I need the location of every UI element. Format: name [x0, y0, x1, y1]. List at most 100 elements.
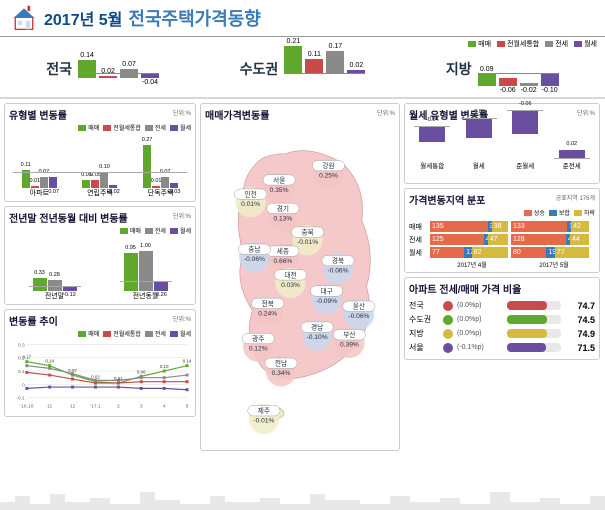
dist-label: 전세	[409, 235, 427, 245]
bar-value: 0.95	[125, 245, 136, 251]
legend-item-sale: 매매	[120, 226, 141, 235]
svg-text:제주: 제주	[258, 407, 270, 415]
bar-rent_combined: 0.02	[99, 52, 117, 78]
svg-text:0.13%: 0.13%	[273, 215, 292, 222]
bar-rent_combined: -0.06	[499, 52, 517, 86]
dist-label: 월세	[409, 248, 427, 258]
wolse-bar: -0.04 월세통합	[414, 108, 450, 170]
unit-label: 단위:%	[173, 211, 191, 220]
ratio-dot-icon	[443, 329, 453, 339]
svg-text:0.12%: 0.12%	[249, 345, 268, 352]
ratio-track	[507, 301, 561, 310]
category-label: 준전세	[554, 160, 590, 170]
bar-sale: 0.95	[124, 253, 138, 291]
svg-text:0.14: 0.14	[45, 359, 54, 364]
svg-text:0.03%: 0.03%	[281, 282, 300, 289]
legend-label: 월세	[584, 39, 597, 49]
ratio-value: 74.5	[565, 315, 595, 325]
svg-text:울산: 울산	[353, 302, 365, 311]
svg-text:0.34%: 0.34%	[272, 370, 291, 377]
bar-wolse: 0.02	[347, 47, 365, 73]
bar-value: -0.04	[142, 79, 158, 86]
svg-text:대전: 대전	[284, 270, 296, 279]
dist-bar: 80 19 77	[511, 247, 589, 258]
svg-text:서울: 서울	[273, 175, 285, 184]
svg-text:0.3: 0.3	[18, 342, 25, 348]
trend-chart: 0.30.20.10-0.1'16.101112'17.123450.170.1…	[9, 338, 191, 410]
bar-sale: 0.21	[284, 47, 302, 73]
skyline-decoration	[0, 490, 605, 510]
unit-label: 단위:%	[173, 108, 191, 117]
bar-jeonse: 1.00	[139, 251, 153, 291]
legend-item-sale: 매매	[78, 123, 99, 132]
ratio-dot-icon	[443, 343, 453, 353]
bar-value: 0.01	[151, 178, 162, 184]
panel-title: 아파트 전세/매매 가격 비율	[409, 285, 521, 296]
ratio-label: 지방	[409, 328, 439, 339]
header-title: 전국주택가격동향	[128, 5, 260, 31]
ratio-row: 전국 (0.0%p) 74.7	[409, 300, 595, 311]
bar-jeonse: 0.07	[40, 177, 48, 188]
svg-text:-0.01%: -0.01%	[253, 418, 274, 425]
legend-item-wolse: 월세	[170, 123, 191, 132]
legend-item-rent_combined: 전월세통합	[103, 123, 141, 132]
svg-text:전남: 전남	[275, 359, 287, 368]
svg-text:경남: 경남	[311, 323, 323, 332]
unit-label: 단위:%	[577, 108, 595, 117]
ratio-pp: (0.0%p)	[457, 302, 503, 309]
category-label: 전년동월	[133, 291, 159, 301]
ratio-value: 74.7	[565, 301, 595, 311]
svg-text:0.1: 0.1	[18, 369, 25, 375]
ratio-row: 수도권 (0.0%p) 74.5	[409, 314, 595, 325]
wolse-bar: -0.05 월세	[461, 100, 497, 170]
panel-yoy: 전년말 전년동월 대비 변동률 단위:% 매매전세월세 0.33 0.28 -0…	[4, 206, 196, 305]
dist-label: 매매	[409, 222, 427, 232]
dist-bar: 133 1 42	[511, 221, 589, 232]
svg-text:'17.1: '17.1	[90, 404, 101, 410]
legend-item-jeonse: 전세	[145, 123, 166, 132]
korea-map: 강원 0.25% 서울 0.35% 인천 0.01% 경기 0.13% 충북 -…	[205, 122, 395, 442]
bar-wolse: -0.10	[541, 47, 559, 86]
ratio-track	[507, 329, 561, 338]
svg-text:12: 12	[70, 404, 76, 410]
svg-text:세종: 세종	[277, 247, 289, 256]
dist-row: 매매 135 3 38 133 1 42	[409, 221, 595, 232]
bar-jeonse: -0.02	[520, 57, 538, 86]
svg-text:0.02: 0.02	[91, 375, 100, 380]
bar-rent_combined: 0.05	[91, 180, 99, 188]
bar-jeonse: 0.10	[100, 172, 108, 188]
category-group: 0.95 1.00 -0.26 전년동월	[124, 239, 168, 291]
header: 2017년 5월 전국주택가격동향	[0, 0, 605, 37]
svg-text:3: 3	[140, 404, 143, 410]
bar-value: -0.10	[542, 87, 558, 94]
bar-value: 0.02	[350, 62, 364, 69]
ratio-label: 수도권	[409, 314, 439, 325]
panel-ratio: 아파트 전세/매매 가격 비율 전국 (0.0%p) 74.7 수도권 (0.0…	[404, 277, 600, 360]
wolse-bar: 0.02 준전세	[554, 140, 590, 170]
dist-bar: 128 4 44	[511, 234, 589, 245]
svg-text:0.14: 0.14	[183, 359, 191, 364]
svg-text:0.07: 0.07	[68, 368, 77, 373]
svg-text:-0.06%: -0.06%	[327, 268, 348, 275]
legend-item-jeonse: 전세	[145, 329, 166, 338]
svg-text:0.25%: 0.25%	[319, 173, 338, 180]
legend-item-rent_combined: 전월세통합	[103, 329, 141, 338]
ratio-pp: (0.0%p)	[457, 316, 503, 323]
svg-text:'16.10: '16.10	[20, 404, 34, 410]
bar-value: 1.00	[140, 243, 151, 249]
category-group: 0.05 0.05 0.10 -0.02 연립주택	[82, 147, 117, 188]
ratio-row: 서울 (-0.1%p) 71.5	[409, 342, 595, 353]
bar-value: 0.14	[80, 52, 94, 59]
dist-row: 월세 77 17 82 80 19 77	[409, 247, 595, 258]
svg-text:충북: 충북	[301, 228, 313, 237]
legend-item-fall: 하락	[574, 208, 595, 217]
bar-value: 0.02	[566, 141, 577, 147]
svg-text:광주: 광주	[252, 335, 264, 343]
legend-item-wolse: 월세	[170, 226, 191, 235]
panel-title: 가격변동지역 분포	[409, 196, 485, 207]
category-group: 0.11 0.01 0.07 -0.07 아파트	[22, 139, 57, 188]
region-지방: 지방 0.09 -0.06 -0.02 -0.10	[446, 47, 559, 91]
panel-title: 유형별 변동률	[9, 111, 67, 122]
dist-row: 전세 125 4 47 128 4 44	[409, 234, 595, 245]
panel-by-type: 유형별 변동률 단위:% 매매 전월세통합 전세 월세 0.11 0.01 0.07 …	[4, 103, 196, 202]
